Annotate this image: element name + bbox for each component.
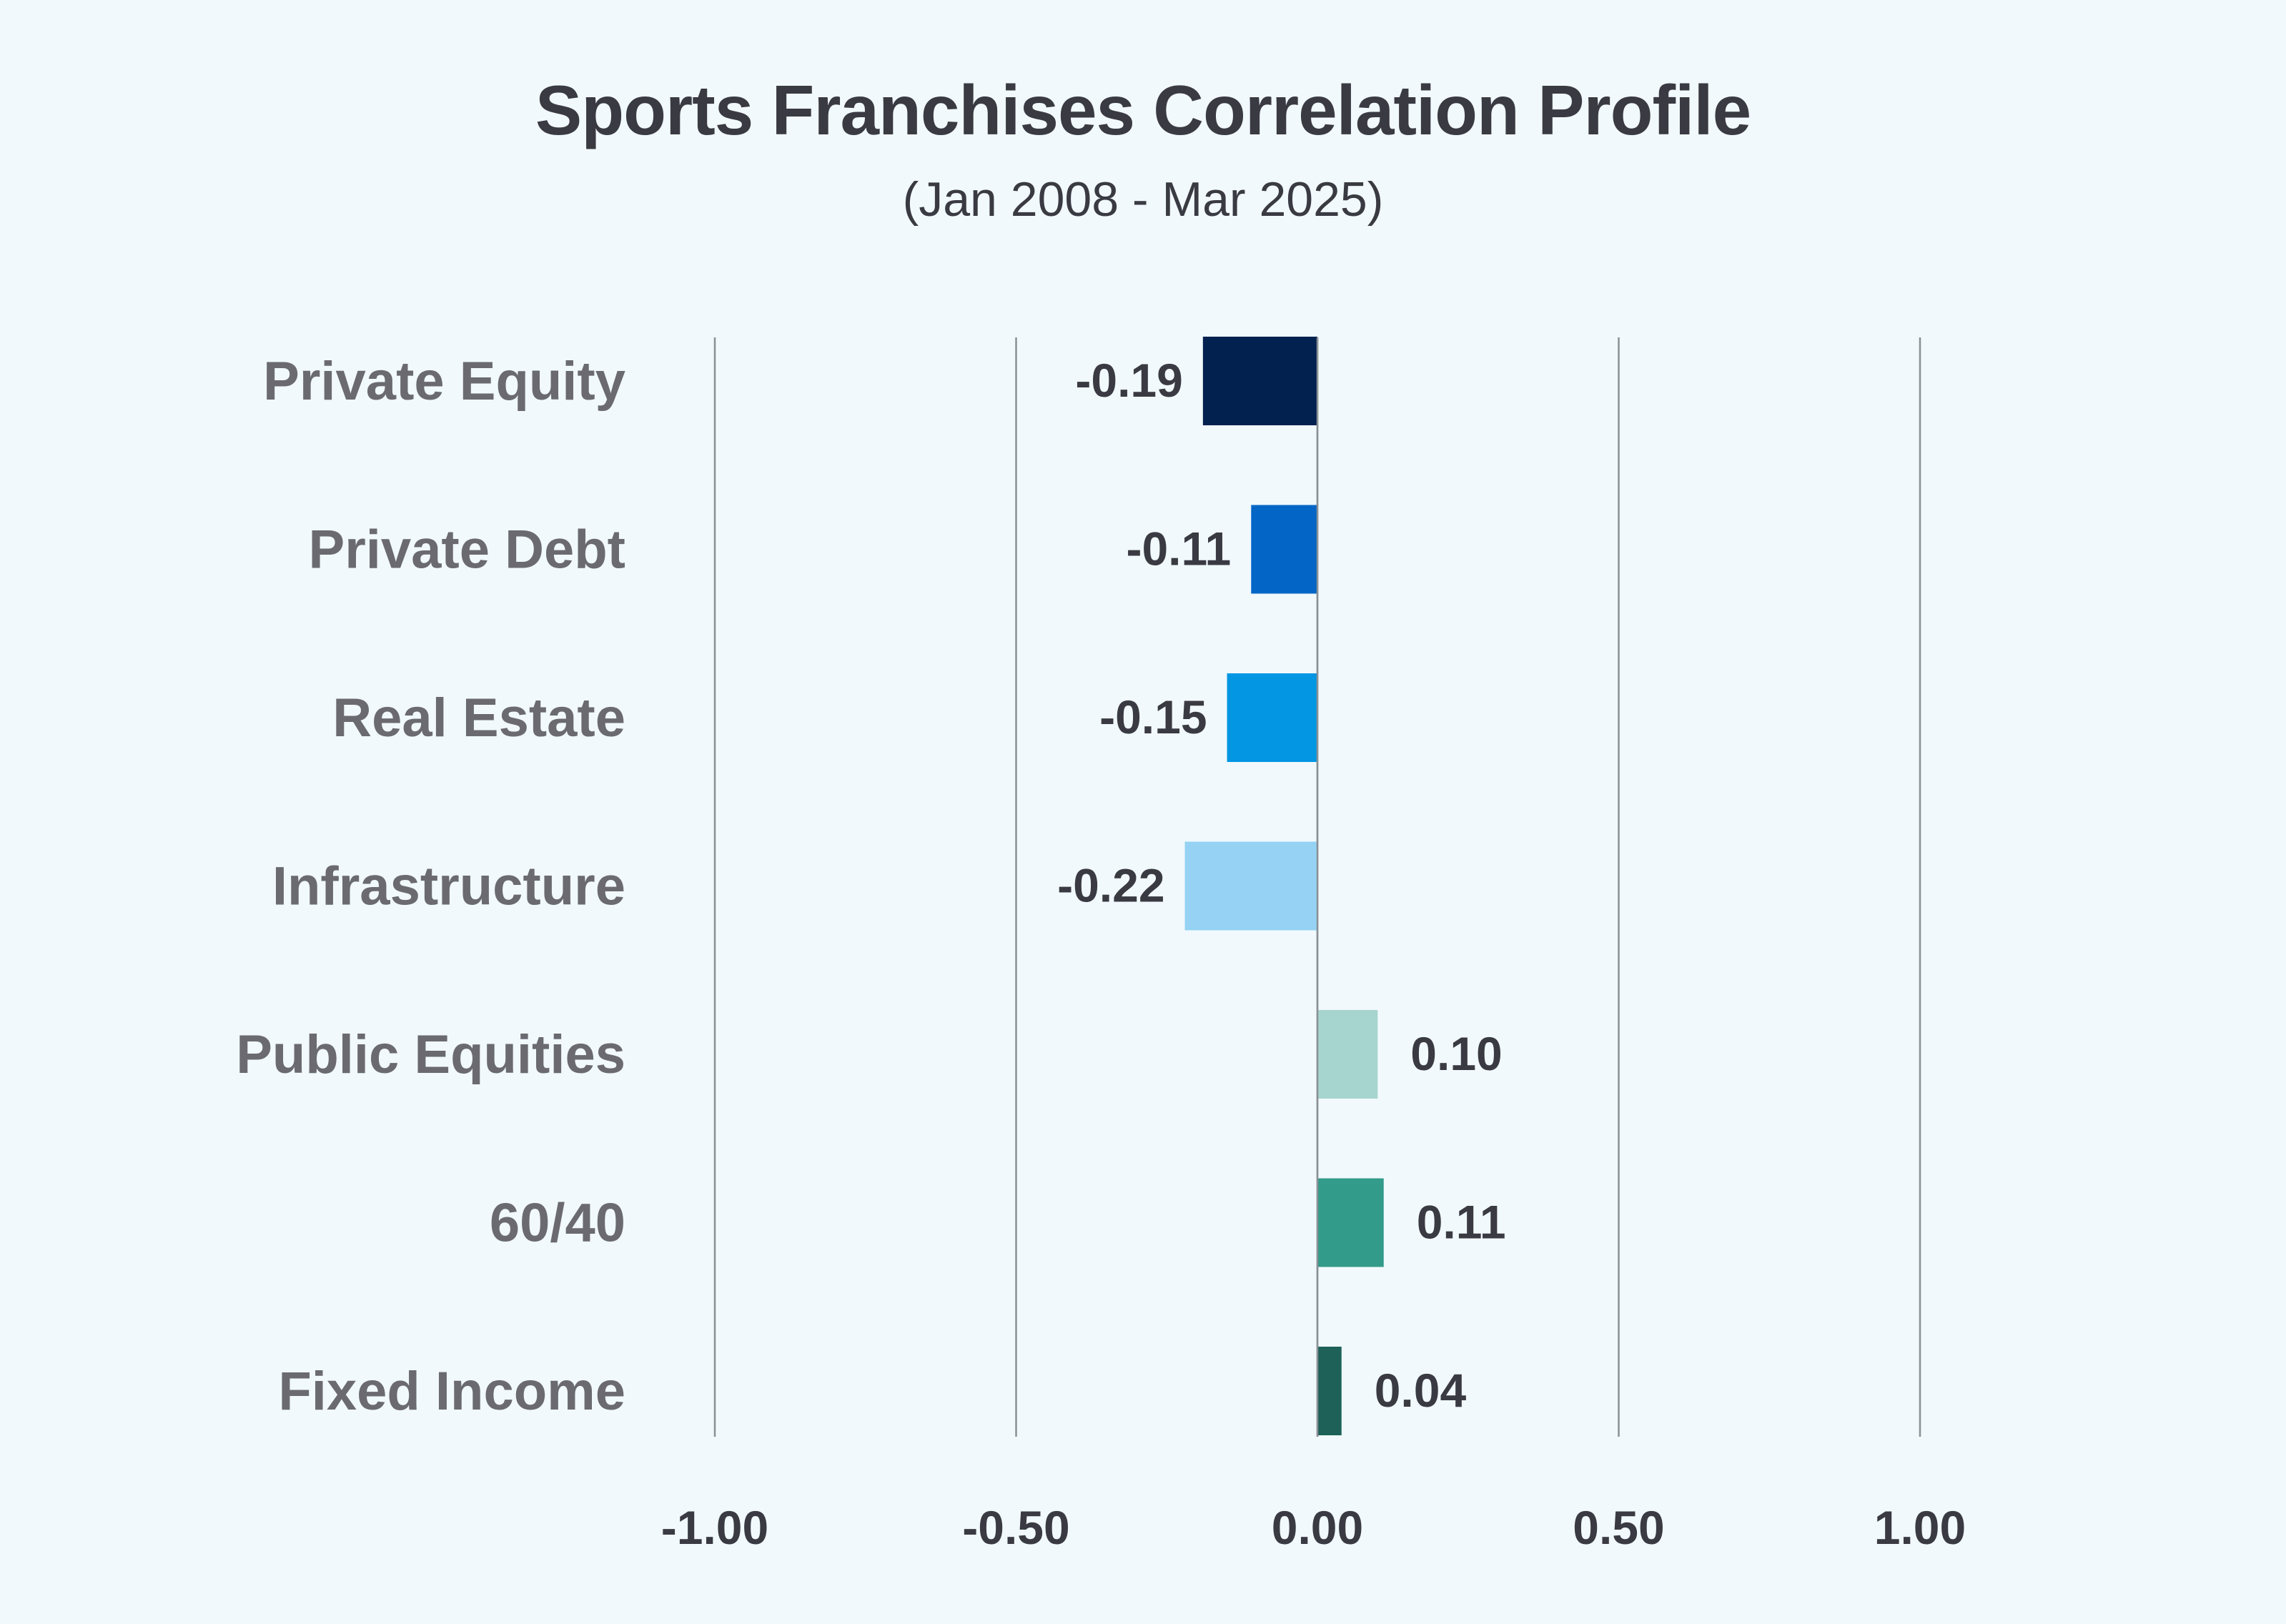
chart-title: Sports Franchises Correlation Profile [535,71,1751,149]
category-label: Real Estate [332,688,625,748]
x-tick-labels: -1.00 -0.50 0.00 0.50 1.00 [661,1501,1966,1554]
value-labels: -0.19 -0.11 -0.15 -0.22 0.10 0.11 0.04 [1057,354,1505,1417]
category-label: Private Equity [263,351,625,412]
value-label: 0.10 [1410,1027,1502,1080]
category-label: 60/40 [490,1193,625,1254]
bar-real-estate [1227,673,1317,762]
category-label: Fixed Income [278,1361,625,1422]
x-tick-label: -1.00 [661,1501,768,1554]
category-label: Public Equities [236,1024,625,1085]
x-tick-label: -0.50 [962,1501,1069,1554]
category-label: Private Debt [309,520,626,580]
bar-infrastructure [1184,841,1317,931]
x-tick-label: 1.00 [1874,1501,1966,1554]
chart-subtitle: (Jan 2008 - Mar 2025) [902,172,1384,227]
value-label: 0.04 [1375,1364,1467,1417]
value-label: -0.11 [1126,523,1231,575]
value-label: -0.19 [1075,354,1182,407]
bar-public-equities [1317,1010,1378,1099]
bar-60-40 [1317,1178,1384,1267]
x-tick-label: 0.50 [1573,1501,1664,1554]
bar-fixed-income [1317,1347,1342,1435]
value-label: -0.15 [1099,690,1207,743]
bars [1184,337,1384,1437]
value-label: 0.11 [1417,1196,1506,1249]
category-label: Infrastructure [272,856,625,917]
bar-private-debt [1251,505,1317,594]
value-label: -0.22 [1057,859,1164,912]
x-tick-label: 0.00 [1272,1501,1363,1554]
category-labels: Private Equity Private Debt Real Estate Inf… [236,351,625,1422]
bar-private-equity [1202,337,1317,425]
